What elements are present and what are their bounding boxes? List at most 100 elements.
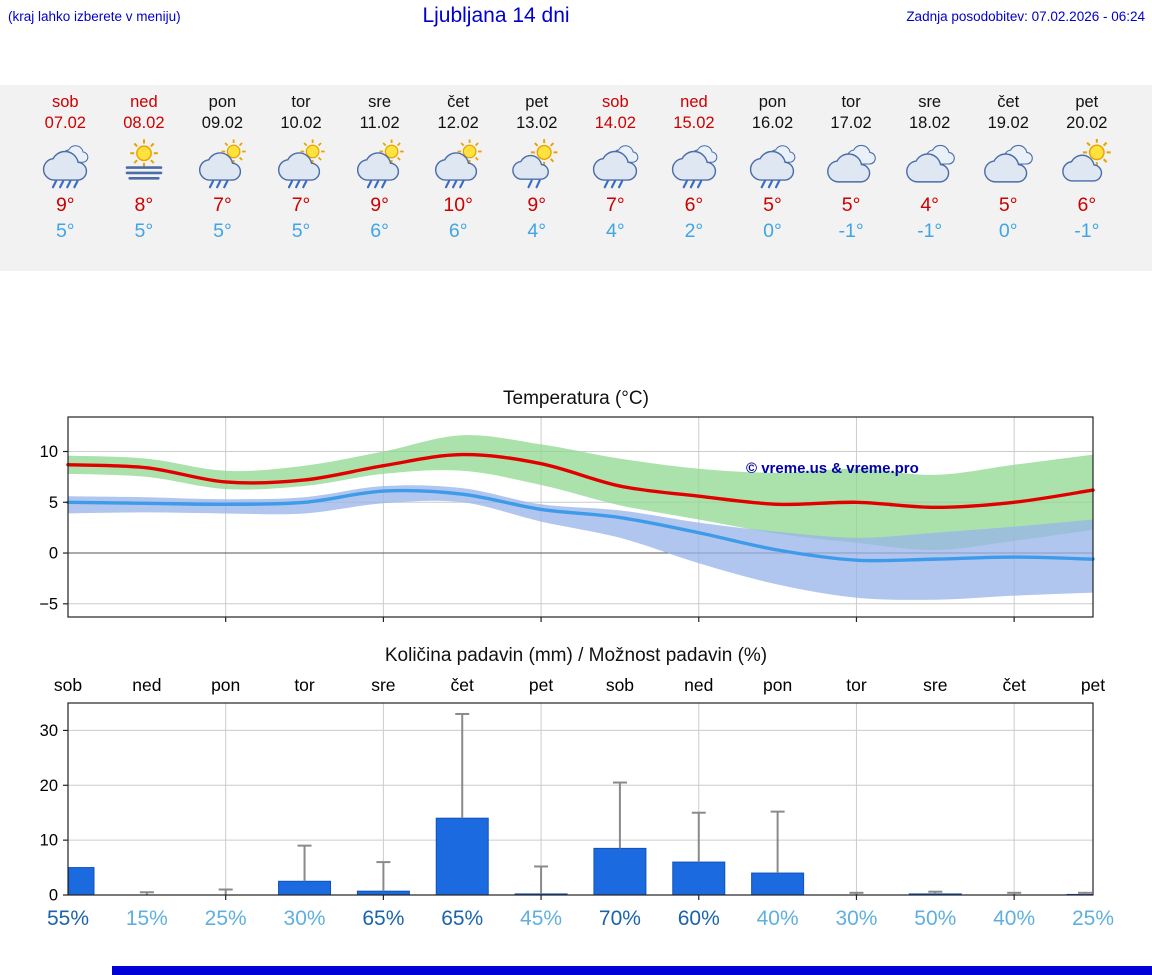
precipitation-chart-title: Količina padavin (mm) / Možnost padavin … <box>384 645 768 666</box>
day-max-temp: 6° <box>684 194 704 216</box>
day-date: 15.02 <box>673 114 715 132</box>
day-name: ned <box>680 93 708 111</box>
forecast-day[interactable]: ned 08.02 8° 5° <box>105 85 184 271</box>
sun-rain-icon <box>271 139 331 189</box>
day-name: pet <box>1075 93 1099 111</box>
svg-text:60%: 60% <box>678 907 720 930</box>
day-min-temp: -1° <box>838 220 864 242</box>
day-date: 08.02 <box>123 114 165 132</box>
day-name: sre <box>368 93 392 111</box>
forecast-day[interactable]: pet 13.02 9° 4° <box>497 85 576 271</box>
svg-text:čet: čet <box>1002 675 1025 695</box>
svg-text:40%: 40% <box>757 907 799 930</box>
day-min-temp: 4° <box>527 220 547 242</box>
sun-rain-icon <box>350 139 410 189</box>
precipitation-chart: sob ned pon tor sre čet pet sob ned pon tor sre čet p… <box>40 675 1114 930</box>
forecast-strip: sob 07.02 9° 5° ned 08.02 8° 5° pon 09.0… <box>0 85 1152 271</box>
max-range-band <box>68 435 1093 551</box>
precipitation-chart-section: Količina padavin (mm) / Možnost padavin … <box>0 645 1152 945</box>
svg-text:sob: sob <box>54 675 82 695</box>
day-date: 13.02 <box>516 114 558 132</box>
precip-whiskers <box>139 712 1092 895</box>
forecast-day[interactable]: čet 12.02 10° 6° <box>419 85 498 271</box>
menu-hint: (kraj lahko izberete v meniju) <box>8 9 181 24</box>
day-date: 20.02 <box>1066 114 1108 132</box>
day-name: sre <box>918 93 942 111</box>
forecast-day[interactable]: pon 16.02 5° 0° <box>733 85 812 271</box>
svg-text:45%: 45% <box>520 907 562 930</box>
day-max-temp: 8° <box>134 194 154 216</box>
forecast-day[interactable]: pon 09.02 7° 5° <box>183 85 262 271</box>
forecast-day[interactable]: tor 17.02 5° -1° <box>812 85 891 271</box>
day-date: 07.02 <box>44 114 86 132</box>
day-date: 17.02 <box>830 114 872 132</box>
precip-bar <box>751 872 805 896</box>
partly-cloudy-icon <box>1057 139 1117 189</box>
day-min-temp: 6° <box>448 220 468 242</box>
svg-text:65%: 65% <box>362 907 404 930</box>
day-max-temp: 5° <box>841 194 861 216</box>
day-name: tor <box>291 93 311 111</box>
watermark-link[interactable]: © vreme.us & vreme.pro <box>746 460 919 477</box>
precip-probability-labels: 55% 15% 25% 30% 65% 65% 45% 70% 60% 40% 30% 50% 40% 2… <box>47 907 1114 930</box>
forecast-day[interactable]: sre 18.02 4° -1° <box>890 85 969 271</box>
forecast-day[interactable]: sob 07.02 9° 5° <box>26 85 105 271</box>
forecast-day[interactable]: čet 19.02 5° 0° <box>969 85 1048 271</box>
svg-text:15%: 15% <box>126 907 168 930</box>
svg-text:pet: pet <box>1081 675 1105 695</box>
svg-text:25%: 25% <box>205 907 247 930</box>
day-date: 09.02 <box>201 114 244 132</box>
day-date: 12.02 <box>437 114 479 132</box>
svg-text:pet: pet <box>529 675 553 695</box>
day-max-temp: 9° <box>527 194 547 216</box>
svg-text:ned: ned <box>132 675 161 695</box>
day-name: pon <box>208 93 237 111</box>
sun-rain-icon <box>192 139 252 189</box>
svg-text:sre: sre <box>371 675 395 695</box>
precip-y-axis-labels: 0 10 20 30 <box>40 722 68 905</box>
day-min-temp: 0° <box>998 220 1018 242</box>
day-date: 19.02 <box>987 114 1029 132</box>
day-max-temp: 7° <box>606 194 625 216</box>
precip-bars <box>68 817 1093 896</box>
rain-icon <box>585 139 645 189</box>
last-updated: Zadnja posodobitev: 07.02.2026 - 06:24 <box>906 9 1145 24</box>
svg-text:20: 20 <box>40 777 58 795</box>
cloudy-icon <box>821 139 881 189</box>
day-name: sob <box>51 93 79 111</box>
page-title: Ljubljana 14 dni <box>422 4 570 27</box>
day-name: čet <box>997 93 1020 111</box>
day-min-temp: 5° <box>213 220 232 242</box>
svg-text:pon: pon <box>211 675 240 695</box>
svg-text:30%: 30% <box>284 907 326 930</box>
svg-text:pon: pon <box>763 675 792 695</box>
svg-text:40%: 40% <box>993 907 1035 930</box>
forecast-day[interactable]: sob 14.02 7° 4° <box>576 85 655 271</box>
forecast-day[interactable]: pet 20.02 6° -1° <box>1048 85 1127 271</box>
day-name: sob <box>602 93 629 111</box>
precip-bar <box>278 880 332 896</box>
svg-text:30: 30 <box>40 722 58 740</box>
svg-text:sob: sob <box>606 675 634 695</box>
forecast-day[interactable]: tor 10.02 7° 5° <box>262 85 341 271</box>
forecast-day[interactable]: ned 15.02 6° 2° <box>655 85 734 271</box>
svg-text:50%: 50% <box>914 907 956 930</box>
forecast-day[interactable]: sre 11.02 9° 6° <box>340 85 419 271</box>
day-min-temp: 0° <box>763 220 782 242</box>
day-max-temp: 10° <box>443 194 473 216</box>
precip-bar <box>672 861 726 896</box>
day-max-temp: 6° <box>1077 194 1097 216</box>
svg-text:tor: tor <box>846 675 867 695</box>
sun-fog-icon <box>114 139 174 189</box>
precip-bar <box>435 817 489 896</box>
min-range-band <box>68 485 1093 600</box>
svg-text:5: 5 <box>49 494 58 512</box>
svg-text:10: 10 <box>40 443 58 461</box>
svg-text:čet: čet <box>451 675 474 695</box>
day-date: 10.02 <box>280 114 322 132</box>
precip-bar <box>68 867 95 896</box>
sun-light-rain-icon <box>507 139 567 189</box>
precip-gridlines <box>68 703 1093 895</box>
day-name: pet <box>525 93 549 111</box>
rain-icon <box>664 139 724 189</box>
